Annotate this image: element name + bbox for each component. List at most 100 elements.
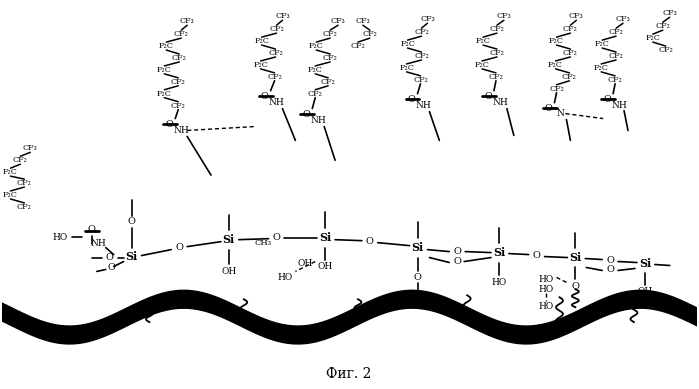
Text: Si: Si	[639, 258, 651, 269]
Text: NH: NH	[268, 98, 284, 107]
Text: Si: Si	[493, 247, 505, 258]
Text: CF₂: CF₂	[269, 25, 284, 33]
Text: O: O	[303, 110, 310, 119]
Text: F₂C: F₂C	[475, 37, 491, 45]
Text: F₂C: F₂C	[399, 64, 414, 72]
Text: F₂C: F₂C	[548, 61, 563, 69]
Text: CF₃: CF₃	[663, 9, 677, 17]
Text: O: O	[366, 237, 374, 246]
Text: O: O	[606, 256, 614, 265]
Text: CF₂: CF₂	[308, 90, 323, 98]
Text: CF₂: CF₂	[323, 54, 338, 62]
Text: CF₂: CF₂	[174, 30, 189, 38]
Text: O: O	[533, 251, 540, 260]
Text: CF₂: CF₂	[489, 25, 505, 33]
Text: CF₂: CF₂	[549, 85, 564, 93]
Text: O: O	[261, 92, 268, 101]
Text: CF₃: CF₃	[356, 17, 370, 25]
Text: CF₂: CF₂	[17, 203, 31, 211]
Text: CF₂: CF₂	[489, 73, 503, 81]
Text: F₂C: F₂C	[157, 90, 172, 98]
Text: F₂C: F₂C	[308, 66, 323, 74]
Text: NH: NH	[611, 101, 627, 110]
Text: CF₃: CF₃	[275, 12, 290, 20]
Text: CF₂: CF₂	[655, 22, 670, 30]
Text: CF₃: CF₃	[616, 15, 630, 23]
Text: NH: NH	[492, 98, 507, 107]
Text: NH: NH	[91, 239, 107, 248]
Text: CF₂: CF₂	[321, 78, 336, 86]
Text: F₂C: F₂C	[159, 42, 174, 50]
Text: CF₂: CF₂	[172, 54, 187, 62]
Text: F₂C: F₂C	[3, 168, 18, 176]
Text: O: O	[408, 95, 415, 104]
Text: CF₂: CF₂	[414, 52, 429, 60]
Text: OH: OH	[317, 262, 333, 271]
Text: CF₂: CF₂	[563, 49, 578, 57]
Text: CF₂: CF₂	[323, 30, 338, 38]
Text: HO: HO	[538, 285, 553, 294]
Text: CF₃: CF₃	[23, 144, 38, 152]
Text: CF₂: CF₂	[267, 73, 282, 81]
Text: CF₃: CF₃	[496, 12, 511, 20]
Text: F₂C: F₂C	[593, 64, 609, 72]
Text: F₂C: F₂C	[475, 61, 489, 69]
Text: O: O	[273, 233, 280, 242]
Text: OH: OH	[298, 259, 313, 268]
Text: CF₂: CF₂	[171, 102, 186, 110]
Text: F₂C: F₂C	[549, 37, 564, 45]
Text: CF₂: CF₂	[17, 179, 31, 187]
Text: O: O	[414, 273, 421, 282]
Text: F₂C: F₂C	[157, 66, 172, 74]
Text: CF₂: CF₂	[609, 28, 624, 36]
Text: HO: HO	[491, 278, 507, 287]
Text: CF₃: CF₃	[180, 17, 194, 25]
Text: CF₂: CF₂	[414, 28, 429, 36]
Text: HO: HO	[538, 302, 553, 311]
Text: CF₃: CF₃	[331, 17, 345, 25]
Text: Фиг. 2: Фиг. 2	[326, 367, 372, 381]
Text: OH: OH	[222, 267, 236, 276]
Text: CF₂: CF₂	[609, 52, 624, 60]
Text: O: O	[108, 263, 115, 272]
Text: OH: OH	[637, 287, 652, 296]
Text: F₂C: F₂C	[309, 42, 324, 50]
Text: CF₂: CF₂	[171, 78, 186, 86]
Text: F₂C: F₂C	[3, 191, 18, 199]
Text: F₂C: F₂C	[253, 61, 268, 69]
Text: O: O	[606, 265, 614, 274]
Text: F₂C: F₂C	[254, 37, 269, 45]
Text: CF₂: CF₂	[562, 73, 577, 81]
Text: CF₃: CF₃	[420, 15, 435, 23]
Text: NH: NH	[173, 126, 189, 135]
Text: Si: Si	[569, 252, 582, 263]
Text: O: O	[453, 257, 461, 266]
Text: Si: Si	[223, 234, 235, 245]
Text: O: O	[603, 95, 611, 104]
Text: O: O	[453, 247, 461, 256]
Text: CF₂: CF₂	[563, 25, 578, 33]
Text: F₂C: F₂C	[595, 40, 610, 48]
Text: NH: NH	[310, 116, 326, 125]
Text: CF₂: CF₂	[362, 30, 377, 38]
Text: O: O	[128, 217, 136, 226]
Text: F₂C: F₂C	[400, 40, 415, 48]
Text: CF₂: CF₂	[350, 42, 366, 50]
Text: NH: NH	[416, 101, 431, 110]
Text: Si: Si	[319, 232, 331, 243]
Text: O: O	[545, 104, 552, 113]
Text: O: O	[572, 282, 579, 291]
Text: CH₃: CH₃	[409, 294, 426, 302]
Text: HO: HO	[52, 233, 68, 242]
Text: O: O	[166, 120, 173, 129]
Text: CF₃: CF₃	[569, 12, 584, 20]
Text: CF₂: CF₂	[13, 156, 28, 164]
Text: Si: Si	[125, 251, 138, 262]
Text: O: O	[106, 253, 114, 262]
Text: CF₂: CF₂	[658, 46, 673, 54]
Text: HO: HO	[538, 275, 553, 284]
Text: N: N	[556, 109, 564, 118]
Text: CF₂: CF₂	[268, 49, 283, 57]
Text: F₂C: F₂C	[645, 34, 661, 42]
Text: CF₂: CF₂	[489, 49, 505, 57]
